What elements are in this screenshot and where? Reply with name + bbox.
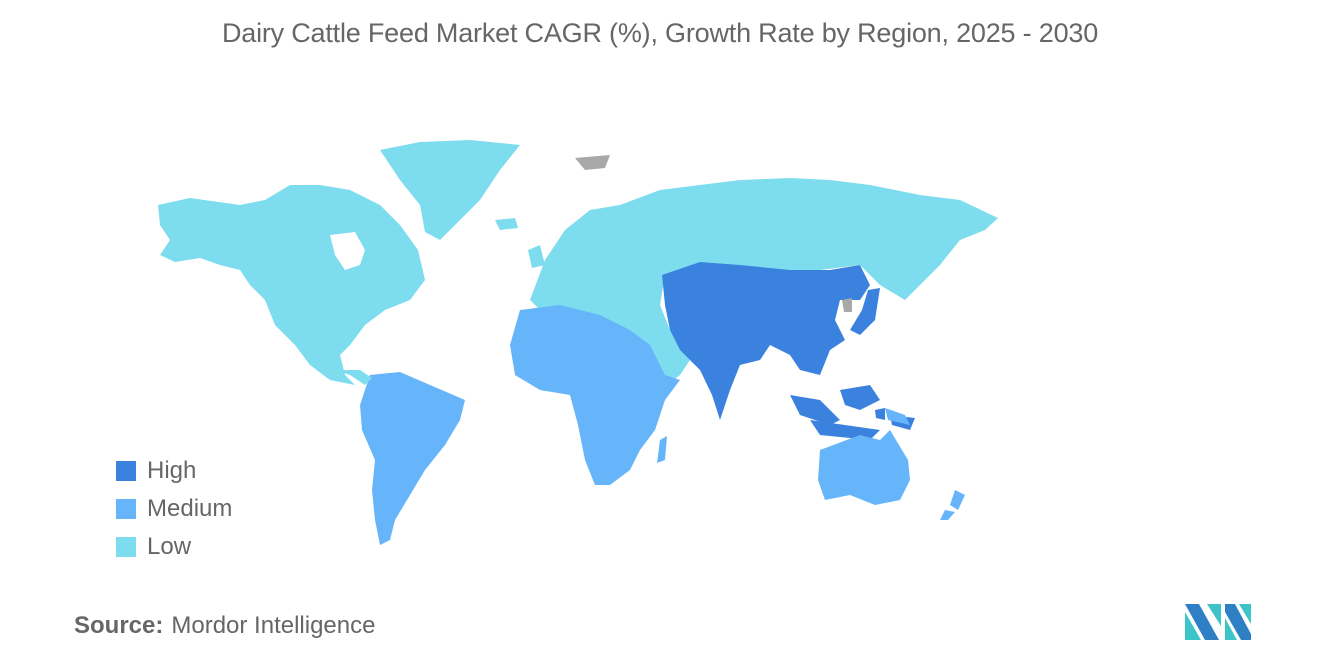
swatch-medium	[116, 499, 136, 519]
swatch-low	[116, 537, 136, 557]
source-label: Source:	[74, 612, 164, 639]
legend-item-low: Low	[116, 528, 232, 566]
legend-label: High	[147, 457, 197, 484]
region-africa	[510, 305, 680, 485]
mordor-logo-icon	[1185, 604, 1251, 640]
legend-label: Medium	[147, 495, 233, 522]
legend-item-medium: Medium	[116, 490, 232, 528]
legend-label: Low	[147, 533, 192, 560]
region-south-america	[360, 372, 465, 545]
source-line: Source: Mordor Intelligence	[74, 612, 375, 640]
region-asia-high	[662, 262, 870, 420]
swatch-high	[116, 461, 136, 481]
legend-item-high: High	[116, 452, 232, 490]
region-greenland	[380, 140, 520, 240]
region-australia	[818, 430, 910, 505]
source-value: Mordor Intelligence	[171, 612, 376, 639]
legend: High Medium Low	[116, 452, 232, 566]
chart-title: Dairy Cattle Feed Market CAGR (%), Growt…	[221, 18, 1099, 48]
region-north-america	[158, 185, 425, 385]
region-eurasia-low	[530, 178, 998, 390]
